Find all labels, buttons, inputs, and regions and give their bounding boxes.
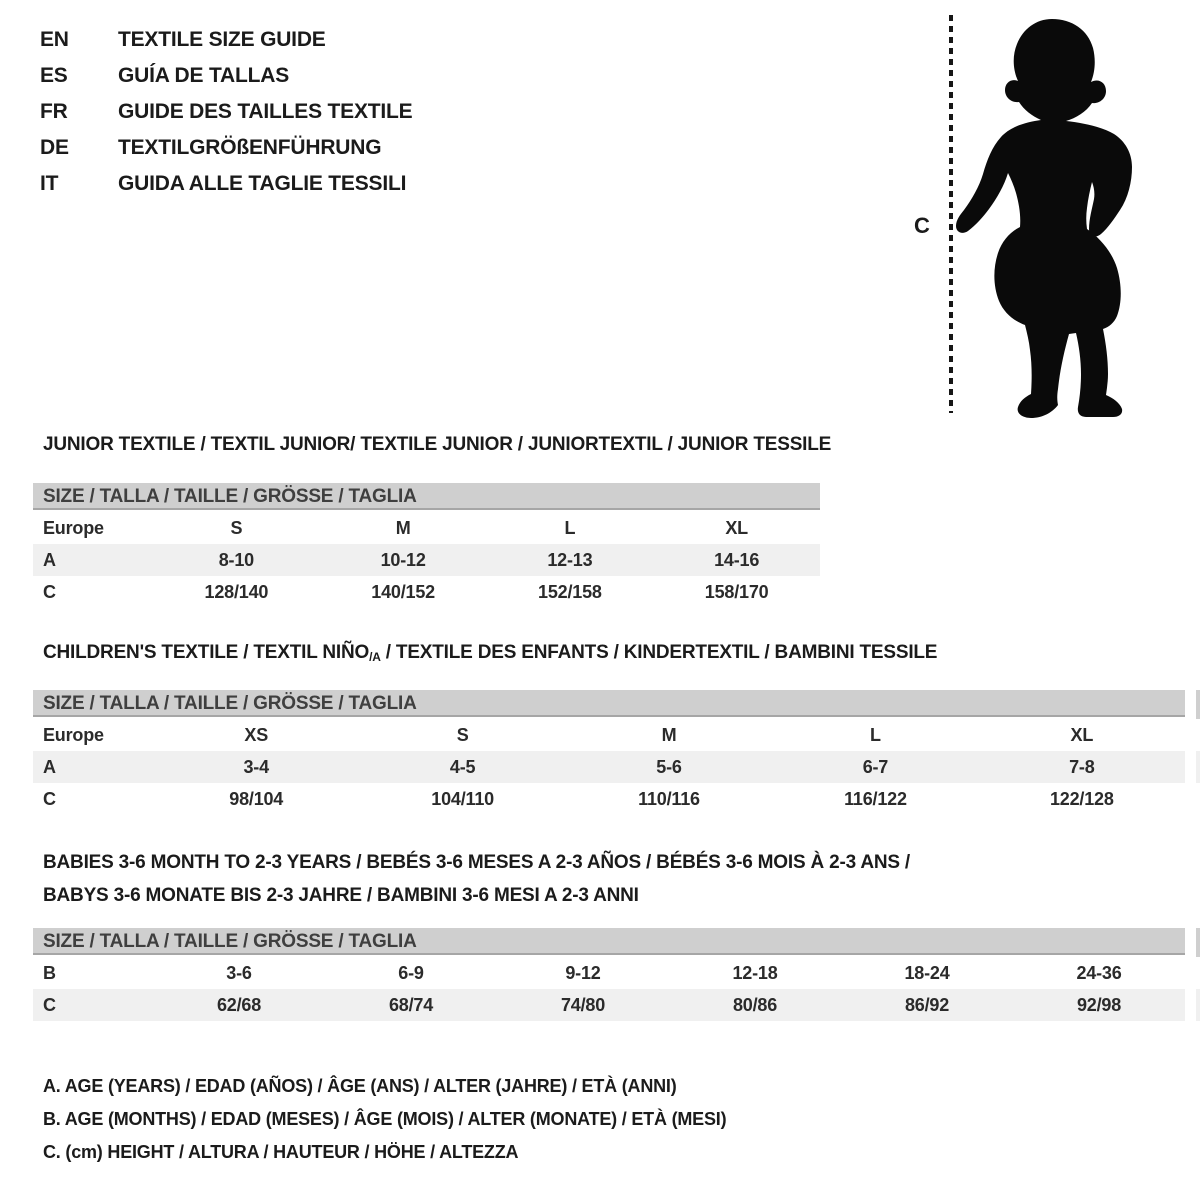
language-row: FR GUIDE DES TAILLES TEXTILE: [40, 94, 413, 130]
age-cell: 9-12: [565, 963, 601, 983]
guide-title: GUIDA ALLE TAGLIE TESSILI: [118, 172, 407, 195]
legend-line-b: B. AGE (MONTHS) / EDAD (MESES) / ÂGE (MO…: [43, 1109, 727, 1129]
row-label: B: [43, 963, 56, 983]
children-title-subscript: /A: [369, 650, 381, 664]
bar-edge-sliver: [1196, 690, 1200, 719]
size-cell: M: [395, 518, 411, 538]
language-row: IT GUIDA ALLE TAGLIE TESSILI: [40, 166, 412, 202]
row-edge-sliver: [1196, 989, 1200, 1021]
height-cell: 152/158: [538, 582, 602, 602]
height-cell: 122/128: [1049, 789, 1114, 809]
children-title-prefix: CHILDREN'S TEXTILE / TEXTIL NIÑO: [43, 642, 370, 663]
size-cell: S: [230, 518, 243, 538]
height-cell: 62/68: [216, 995, 262, 1015]
height-cell: 74/80: [560, 995, 606, 1015]
age-cell: 14-16: [714, 550, 760, 570]
measure-legend: A. AGE (YEARS) / EDAD (AÑOS) / ÂGE (ANS)…: [43, 1070, 727, 1169]
size-cell: M: [661, 725, 677, 745]
babies-size-table: B 3-6 6-9 9-12 12-18 18-24 24-36 C 62/68…: [33, 957, 1185, 1021]
row-label: C: [43, 789, 56, 809]
size-cell: XL: [1070, 725, 1094, 745]
size-cell: L: [564, 518, 576, 538]
row-edge-sliver: [1196, 751, 1200, 783]
age-cell: 3-6: [226, 963, 252, 983]
height-cell: 68/74: [388, 995, 434, 1015]
table-row: A 8-10 10-12 12-13 14-16: [33, 544, 820, 576]
age-cell: 6-7: [862, 757, 889, 777]
children-size-table: Europe XS S M L XL A 3-4 4-5 5-6 6-7 7-8…: [33, 719, 1185, 815]
bar-edge-sliver: [1196, 928, 1200, 957]
table-row: A 3-4 4-5 5-6 6-7 7-8: [33, 751, 1185, 783]
age-cell: 7-8: [1069, 757, 1095, 777]
babies-section-title: BABIES 3-6 MONTH TO 2-3 YEARS / BEBÉS 3-…: [43, 846, 910, 912]
age-cell: 12-18: [732, 963, 778, 983]
children-section-title: CHILDREN'S TEXTILE / TEXTIL NIÑO/A / TEX…: [43, 641, 937, 666]
guide-title: TEXTILE SIZE GUIDE: [118, 28, 326, 51]
age-cell: 3-4: [243, 757, 269, 777]
row-label: A: [43, 757, 56, 777]
table-row: C 98/104 104/110 110/116 116/122 122/128: [33, 783, 1185, 815]
age-cell: 6-9: [398, 963, 424, 983]
size-cell: XL: [725, 518, 748, 538]
age-cell: 10-12: [380, 550, 426, 570]
size-cell: L: [870, 725, 881, 745]
children-size-header-bar: SIZE / TALLA / TAILLE / GRÖSSE / TAGLIA: [33, 690, 1185, 717]
table-row: B 3-6 6-9 9-12 12-18 18-24 24-36: [33, 957, 1185, 989]
table-row: Europe XS S M L XL: [33, 719, 1185, 751]
junior-size-table: Europe S M L XL A 8-10 10-12 12-13 14-16…: [33, 512, 820, 608]
height-cell: 98/104: [229, 789, 284, 809]
row-label: C: [43, 995, 56, 1015]
age-cell: 5-6: [656, 757, 682, 777]
age-cell: 4-5: [449, 757, 476, 777]
language-row: DE TEXTILGRÖßENFÜHRUNG: [40, 130, 412, 166]
size-cell: S: [456, 725, 469, 745]
language-code: EN: [40, 28, 69, 51]
height-cell: 158/170: [704, 582, 769, 602]
children-title-suffix: / TEXTILE DES ENFANTS / KINDERTEXTIL / B…: [380, 642, 938, 663]
legend-line-a: A. AGE (YEARS) / EDAD (AÑOS) / ÂGE (ANS)…: [43, 1076, 677, 1096]
age-cell: 12-13: [547, 550, 593, 570]
toddler-silhouette-icon: [956, 19, 1132, 418]
table-row: Europe S M L XL: [33, 512, 820, 544]
junior-section-title: JUNIOR TEXTILE / TEXTIL JUNIOR/ TEXTILE …: [43, 434, 832, 455]
height-cell: 140/152: [371, 582, 435, 602]
guide-title: TEXTILGRÖßENFÜHRUNG: [118, 136, 382, 159]
height-cell: 128/140: [204, 582, 269, 602]
junior-size-header-bar: SIZE / TALLA / TAILLE / GRÖSSE / TAGLIA: [33, 483, 820, 510]
height-measure-line: [949, 15, 953, 413]
row-label: A: [43, 550, 56, 570]
height-measure-label: C: [914, 213, 930, 238]
language-row: ES GUÍA DE TALLAS: [40, 58, 412, 94]
language-code: IT: [40, 172, 59, 195]
guide-title: GUIDE DES TAILLES TEXTILE: [118, 100, 413, 123]
language-code: ES: [40, 64, 68, 87]
size-cell: XS: [244, 725, 269, 745]
table-row: C 128/140 140/152 152/158 158/170: [33, 576, 820, 608]
row-label: Europe: [43, 518, 104, 538]
guide-title: GUÍA DE TALLAS: [118, 64, 290, 87]
babies-title-line1: BABIES 3-6 MONTH TO 2-3 YEARS / BEBÉS 3-…: [43, 852, 911, 873]
age-cell: 18-24: [904, 963, 950, 983]
babies-title-line2: BABYS 3-6 MONATE BIS 2-3 JAHRE / BAMBINI…: [43, 885, 639, 906]
height-cell: 80/86: [732, 995, 778, 1015]
language-code: FR: [40, 100, 68, 123]
age-cell: 8-10: [218, 550, 254, 570]
language-row: EN TEXTILE SIZE GUIDE: [40, 22, 412, 58]
height-cell: 86/92: [904, 995, 950, 1015]
table-row: C 62/68 68/74 74/80 80/86 86/92 92/98: [33, 989, 1185, 1021]
row-label: C: [43, 582, 56, 602]
babies-size-header-bar: SIZE / TALLA / TAILLE / GRÖSSE / TAGLIA: [33, 928, 1185, 955]
legend-line-c: C. (cm) HEIGHT / ALTURA / HAUTEUR / HÖHE…: [43, 1142, 519, 1162]
language-code: DE: [40, 136, 69, 159]
height-cell: 92/98: [1076, 995, 1122, 1015]
height-cell: 110/116: [638, 789, 700, 809]
age-cell: 24-36: [1076, 963, 1122, 983]
row-label: Europe: [43, 725, 104, 745]
height-cell: 116/122: [844, 789, 907, 809]
language-title-list: EN TEXTILE SIZE GUIDE ES GUÍA DE TALLAS FR…: [40, 22, 413, 202]
height-cell: 104/110: [431, 789, 494, 809]
